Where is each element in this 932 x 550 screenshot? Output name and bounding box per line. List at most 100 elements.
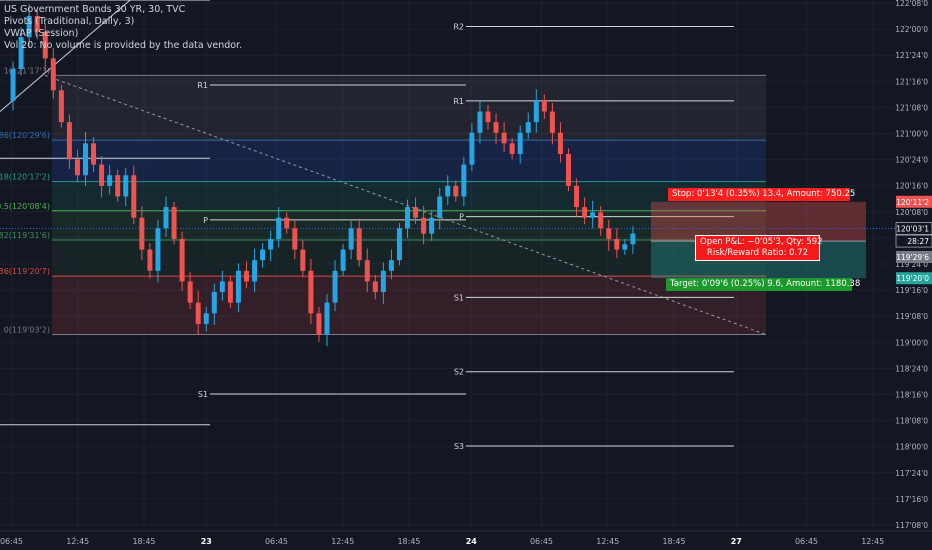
candle-body[interactable]	[10, 69, 16, 101]
candle-body[interactable]	[195, 302, 201, 324]
candle-body[interactable]	[429, 217, 435, 234]
candle-body[interactable]	[308, 270, 314, 314]
candle-body[interactable]	[453, 185, 459, 197]
take-profit-label[interactable]: Target: 0'09'6 (0.25%) 9.6, Amount: 1180…	[666, 278, 860, 291]
candle-body[interactable]	[131, 175, 137, 218]
candle-body[interactable]	[284, 217, 290, 229]
candle-body[interactable]	[590, 212, 596, 218]
candle-body[interactable]	[517, 132, 523, 154]
candle-body[interactable]	[324, 302, 330, 335]
candle-body[interactable]	[332, 270, 338, 303]
candle-body[interactable]	[630, 233, 636, 245]
candle-body[interactable]	[606, 228, 612, 239]
candle-body[interactable]	[614, 238, 620, 250]
candle-body[interactable]	[413, 207, 419, 218]
candle-body[interactable]	[227, 281, 233, 303]
candle-body[interactable]	[179, 238, 185, 282]
candle-body[interactable]	[372, 281, 378, 293]
candle-body[interactable]	[485, 111, 491, 123]
candle-body[interactable]	[380, 270, 386, 293]
candle-body[interactable]	[203, 313, 209, 324]
candle-body[interactable]	[171, 207, 177, 239]
candle-body[interactable]	[622, 244, 628, 250]
candle-body[interactable]	[348, 228, 354, 250]
price-marker[interactable]	[896, 251, 932, 264]
candle-body[interactable]	[163, 207, 169, 229]
candle-body[interactable]	[292, 228, 298, 250]
candle-body[interactable]	[437, 196, 443, 218]
symbol-title[interactable]: US Government Bonds 30 YR, 30, TVC	[4, 4, 186, 15]
candle-body[interactable]	[469, 132, 475, 165]
stop-loss-label[interactable]: Stop: 0'13'4 (0.35%) 13.4, Amount: 750.2…	[668, 188, 855, 201]
candle-body[interactable]	[533, 100, 539, 123]
candle-body[interactable]	[364, 260, 370, 282]
candle-body[interactable]	[421, 217, 427, 234]
candle-body[interactable]	[300, 249, 306, 271]
candle-body[interactable]	[26, 15, 32, 38]
candle-body[interactable]	[50, 58, 56, 91]
candle-body[interactable]	[598, 212, 604, 229]
candle-body[interactable]	[276, 217, 282, 239]
candle-body[interactable]	[91, 143, 97, 165]
candle-body[interactable]	[316, 313, 322, 335]
pivots-indicator-label[interactable]: Pivots (Traditional, Daily, 3)	[4, 16, 135, 27]
candle-body[interactable]	[34, 15, 40, 32]
candle-body[interactable]	[115, 175, 121, 197]
candle-body[interactable]	[244, 270, 249, 282]
candle-body[interactable]	[582, 207, 588, 218]
price-tick-label: 118'08'0	[895, 417, 928, 426]
candle-body[interactable]	[493, 122, 499, 133]
candle-body[interactable]	[388, 260, 394, 271]
candle-body[interactable]	[252, 260, 258, 282]
vwap-indicator-label[interactable]: VWAP (Session)	[4, 28, 79, 39]
price-marker[interactable]	[896, 195, 932, 208]
candle-body[interactable]	[445, 185, 451, 197]
candle-body[interactable]	[574, 185, 580, 208]
candle-body[interactable]	[18, 37, 24, 70]
candle-body[interactable]	[235, 270, 241, 303]
fib-level-label: 0.236(119'20'7)	[0, 267, 50, 276]
pivot-label: R1	[453, 97, 464, 106]
candle-body[interactable]	[139, 217, 145, 250]
stop-zone[interactable]	[651, 201, 866, 242]
candle-body[interactable]	[107, 175, 113, 186]
candle-body[interactable]	[99, 164, 105, 186]
candle-body[interactable]	[147, 249, 153, 271]
candle-body[interactable]	[501, 132, 507, 144]
candle-body[interactable]	[74, 159, 80, 176]
candle-body[interactable]	[123, 175, 129, 197]
time-tick-label: 27	[731, 537, 742, 546]
candle-body[interactable]	[219, 281, 225, 293]
candle-body[interactable]	[155, 228, 161, 271]
candle-body[interactable]	[356, 228, 362, 261]
price-marker[interactable]	[896, 272, 932, 285]
candle-body[interactable]	[260, 249, 266, 261]
candle-body[interactable]	[541, 100, 547, 112]
candle-body[interactable]	[566, 153, 571, 186]
candle-body[interactable]	[340, 249, 346, 271]
trend-line[interactable]	[0, 0, 155, 112]
candle-body[interactable]	[42, 31, 48, 59]
candle-body[interactable]	[58, 90, 64, 123]
candle-body[interactable]	[477, 111, 483, 133]
price-marker[interactable]	[895, 234, 932, 248]
candle-body[interactable]	[509, 143, 515, 154]
price-marker[interactable]	[895, 222, 932, 235]
candle-body[interactable]	[187, 281, 193, 303]
fib-trend-line[interactable]	[44, 74, 767, 336]
candle-body[interactable]	[268, 238, 274, 250]
volume-indicator-label[interactable]: Vol 20: No volume is provided by the dat…	[4, 40, 243, 51]
candle-body[interactable]	[211, 292, 217, 314]
candle-body[interactable]	[525, 122, 531, 133]
candle-body[interactable]	[83, 143, 88, 176]
candle-body[interactable]	[549, 111, 555, 133]
open-pnl-label[interactable]: Open P&L: −0'05'3, Qty: 592 Risk/Reward …	[695, 235, 823, 261]
candle-body[interactable]	[557, 132, 563, 154]
candle-body[interactable]	[396, 228, 402, 261]
candle-body[interactable]	[66, 122, 72, 160]
price-marker-label: 120'03'1	[896, 225, 929, 234]
candle-body[interactable]	[461, 164, 467, 197]
candle-body[interactable]	[405, 207, 410, 229]
